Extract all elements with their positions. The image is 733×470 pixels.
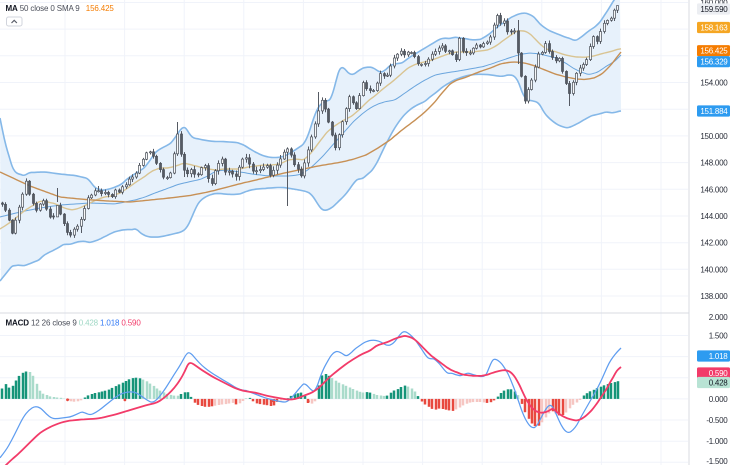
svg-text:1.018: 1.018 [709, 352, 729, 361]
svg-text:140.000: 140.000 [700, 265, 728, 274]
svg-text:138.000: 138.000 [700, 292, 728, 301]
svg-text:150.000: 150.000 [700, 132, 728, 141]
svg-text:142.000: 142.000 [700, 239, 728, 248]
svg-text:1.500: 1.500 [709, 332, 729, 341]
svg-text:148.000: 148.000 [700, 159, 728, 168]
svg-text:0.428: 0.428 [709, 379, 729, 388]
svg-text:151.884: 151.884 [700, 107, 728, 116]
svg-text:0.590: 0.590 [709, 369, 729, 378]
svg-text:146.000: 146.000 [700, 185, 728, 194]
svg-text:159.590: 159.590 [700, 5, 728, 14]
svg-text:-1.000: -1.000 [706, 437, 728, 446]
svg-text:144.000: 144.000 [700, 212, 728, 221]
svg-text:2.000: 2.000 [709, 313, 729, 322]
svg-text:156.425: 156.425 [700, 47, 728, 56]
svg-text:154.000: 154.000 [700, 79, 728, 88]
svg-text:158.163: 158.163 [700, 24, 728, 33]
svg-text:-0.500: -0.500 [706, 416, 728, 425]
svg-text:156.329: 156.329 [700, 58, 728, 67]
svg-text:-1.500: -1.500 [706, 457, 728, 465]
svg-text:0.000: 0.000 [709, 395, 729, 404]
svg-text:MA 50 close 0 SMA 9 156.425: MA 50 close 0 SMA 9 156.425 [6, 4, 115, 13]
svg-text:MACD 12 26 close 9 0.428 1.018: MACD 12 26 close 9 0.428 1.018 0.590 [6, 319, 142, 328]
